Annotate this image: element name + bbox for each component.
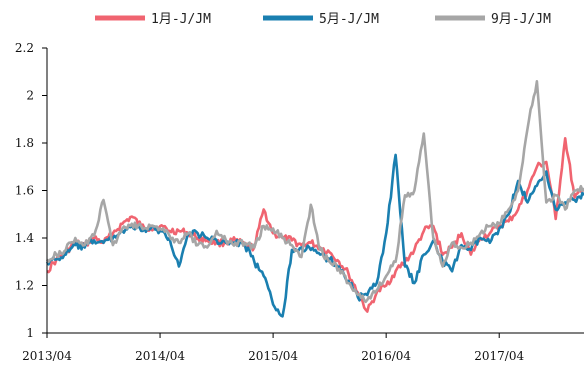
legend: 1月-J/JM 5月-J/JM 9月-J/JM	[95, 12, 551, 27]
series-line-2	[45, 80, 584, 304]
legend-label-2: 9月-J/JM	[491, 12, 551, 27]
series-layer	[45, 80, 584, 318]
y-tick-label: 1.8	[15, 136, 34, 150]
y-tick-label: 2	[26, 89, 34, 103]
legend-label-0: 1月-J/JM	[151, 12, 211, 27]
axes: 2.2 2 1.8 1.6 1.4 1.2 1 2013/04 2014/04 2015/04 20…	[15, 41, 584, 363]
x-tick-label: 2016/04	[361, 349, 411, 363]
y-tick-label: 2.2	[15, 41, 34, 55]
series-line-1	[45, 153, 584, 318]
y-tick-label: 1.4	[15, 231, 34, 245]
x-tick-label: 2014/04	[135, 349, 185, 363]
x-tick-label: 2013/04	[22, 349, 72, 363]
x-tick-label: 2017/04	[474, 349, 524, 363]
x-tick-label: 2015/04	[248, 349, 298, 363]
y-tick-label: 1	[26, 326, 34, 340]
legend-label-1: 5月-J/JM	[319, 12, 379, 27]
y-tick-label: 1.6	[15, 184, 34, 198]
y-tick-label: 1.2	[15, 279, 34, 293]
